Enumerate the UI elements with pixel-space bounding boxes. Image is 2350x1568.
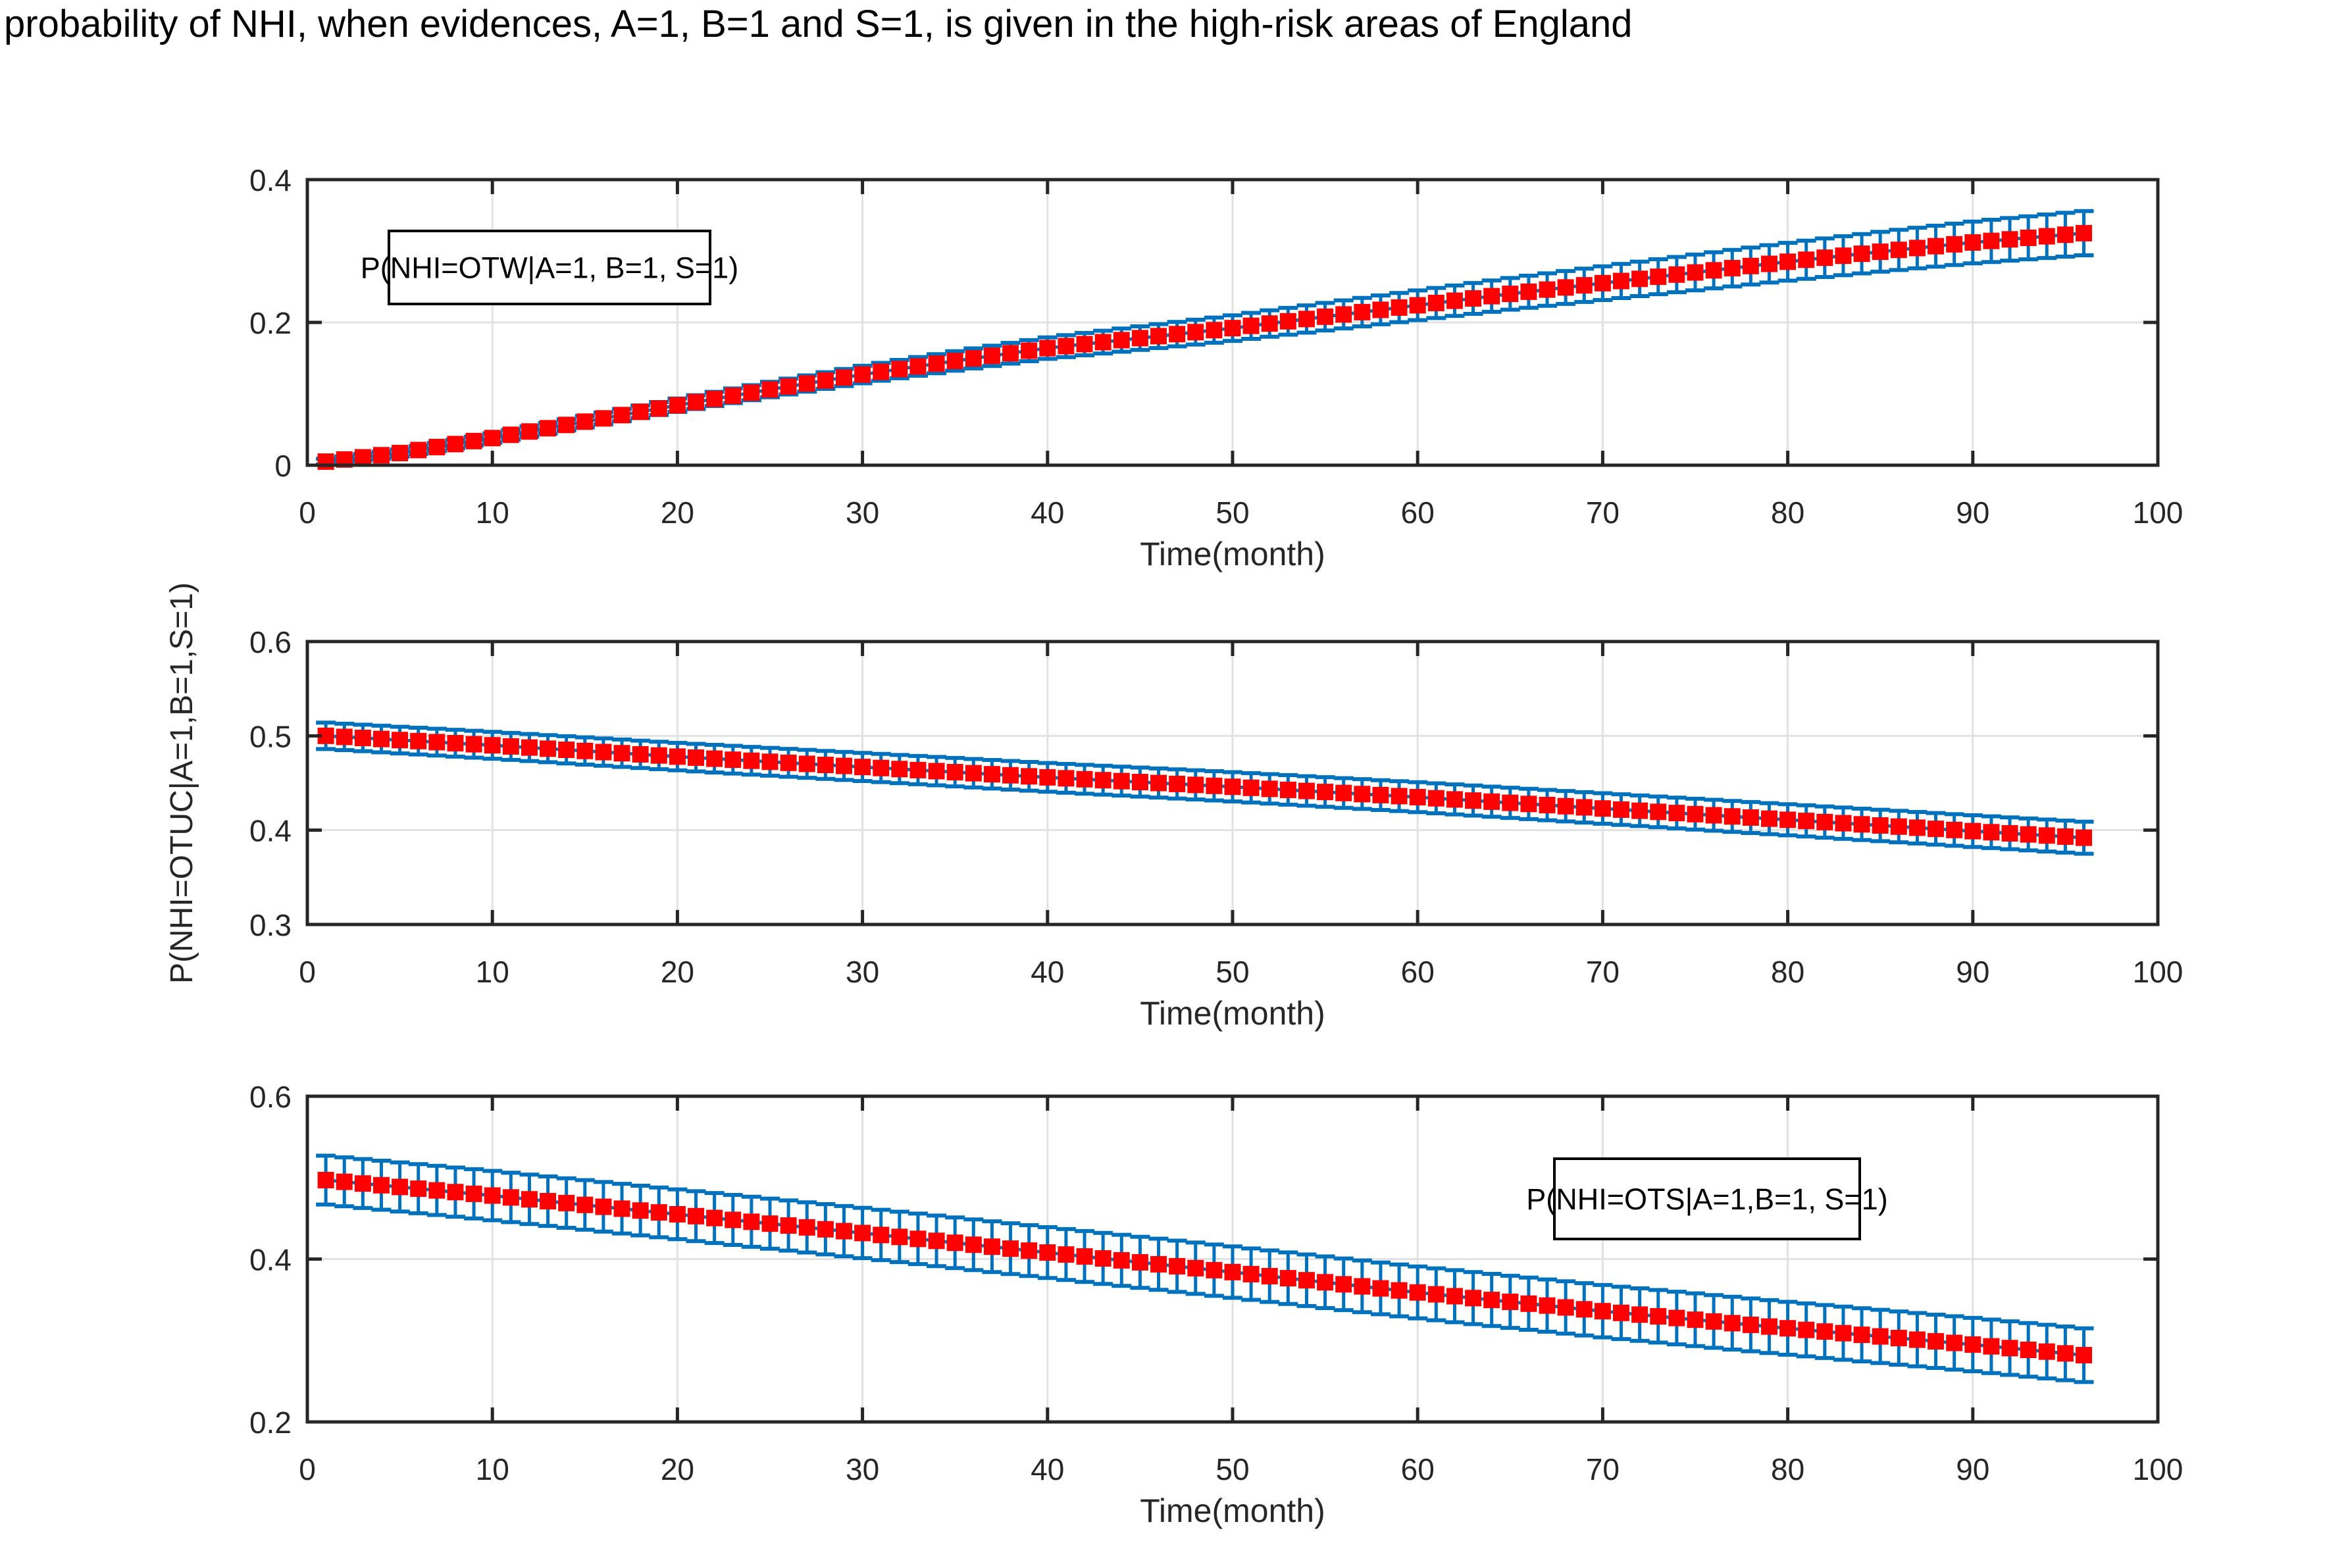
x-axis-label: Time(month) — [1140, 536, 1325, 572]
svg-text:0.2: 0.2 — [249, 1405, 292, 1440]
svg-text:40: 40 — [1031, 955, 1064, 989]
svg-text:0: 0 — [299, 495, 316, 530]
svg-text:90: 90 — [1956, 955, 1989, 989]
svg-text:50: 50 — [1215, 955, 1249, 989]
svg-text:90: 90 — [1956, 1452, 1989, 1486]
svg-text:100: 100 — [2133, 495, 2184, 530]
series-markers — [317, 727, 2093, 846]
figure-title: probability of NHI, when evidences, A=1,… — [4, 3, 1633, 45]
svg-text:0.4: 0.4 — [249, 1243, 292, 1277]
svg-text:80: 80 — [1771, 955, 1804, 989]
svg-text:70: 70 — [1586, 495, 1620, 530]
tick-marks — [305, 640, 2160, 926]
svg-text:80: 80 — [1771, 1452, 1804, 1486]
svg-text:P(NHI=OTW|A=1, B=1, S=1): P(NHI=OTW|A=1, B=1, S=1) — [361, 251, 738, 285]
svg-text:0: 0 — [274, 449, 292, 483]
x-tick-labels: 0 10 20 30 40 50 60 70 80 90 100 — [299, 1452, 2183, 1486]
svg-text:0: 0 — [299, 955, 316, 989]
subplot-otuc: 0 10 20 30 40 50 60 70 80 90 100 0.3 0.4 0.5 0.6 Time(m… — [249, 625, 2183, 1032]
legend-ots: P(NHI=OTS|A=1,B=1, S=1) — [1526, 1157, 1888, 1240]
svg-text:0.5: 0.5 — [249, 719, 292, 753]
y-tick-labels: 0 0.2 0.4 — [249, 163, 292, 483]
x-axis-label: Time(month) — [1140, 1492, 1325, 1529]
svg-text:40: 40 — [1031, 1452, 1064, 1486]
svg-text:0.2: 0.2 — [249, 306, 292, 340]
y-tick-labels: 0.2 0.4 0.6 — [249, 1080, 292, 1440]
svg-text:0: 0 — [299, 1452, 316, 1486]
svg-text:40: 40 — [1031, 495, 1064, 530]
y-axis-label: P(NHI=OTUC|A=1,B=1,S=1) — [165, 582, 199, 984]
svg-text:70: 70 — [1586, 1452, 1620, 1486]
svg-text:50: 50 — [1215, 1452, 1249, 1486]
svg-text:0.3: 0.3 — [249, 908, 292, 942]
x-axis-label: Time(month) — [1140, 995, 1325, 1032]
svg-text:100: 100 — [2133, 955, 2184, 989]
y-tick-labels: 0.3 0.4 0.5 0.6 — [249, 625, 292, 942]
legend-otw: P(NHI=OTW|A=1, B=1, S=1) — [361, 230, 738, 305]
tick-marks — [305, 1094, 2160, 1424]
svg-text:20: 20 — [661, 1452, 694, 1486]
svg-text:60: 60 — [1401, 955, 1435, 989]
svg-text:20: 20 — [661, 955, 694, 989]
svg-text:80: 80 — [1771, 495, 1804, 530]
series-markers — [317, 1171, 2093, 1364]
svg-text:70: 70 — [1586, 955, 1620, 989]
svg-text:0.6: 0.6 — [249, 625, 292, 659]
svg-text:30: 30 — [846, 495, 879, 530]
tick-marks — [305, 178, 2160, 467]
svg-text:30: 30 — [846, 955, 879, 989]
svg-text:10: 10 — [476, 495, 509, 530]
svg-text:0.6: 0.6 — [249, 1080, 292, 1114]
x-tick-labels: 0 10 20 30 40 50 60 70 80 90 100 — [299, 495, 2183, 530]
svg-text:P(NHI=OTS|A=1,B=1, S=1): P(NHI=OTS|A=1,B=1, S=1) — [1526, 1182, 1887, 1216]
svg-text:100: 100 — [2133, 1452, 2184, 1486]
svg-text:90: 90 — [1956, 495, 1989, 530]
subplot-ots: 0 10 20 30 40 50 60 70 80 90 100 0.2 0.4 0.6 Time(mont… — [249, 1080, 2183, 1529]
svg-text:10: 10 — [476, 955, 509, 989]
svg-text:0.4: 0.4 — [249, 163, 292, 197]
svg-text:50: 50 — [1215, 495, 1249, 530]
svg-text:60: 60 — [1401, 1452, 1435, 1486]
svg-text:60: 60 — [1401, 495, 1435, 530]
svg-text:0.4: 0.4 — [249, 814, 292, 848]
subplot-otw: 0 10 20 30 40 50 60 70 80 90 100 0 0.2 0.4 Time(month)… — [249, 163, 2183, 572]
svg-text:30: 30 — [846, 1452, 879, 1486]
svg-text:20: 20 — [661, 495, 694, 530]
series-markers — [317, 224, 2093, 470]
x-tick-labels: 0 10 20 30 40 50 60 70 80 90 100 — [299, 955, 2183, 989]
svg-text:10: 10 — [476, 1452, 509, 1486]
